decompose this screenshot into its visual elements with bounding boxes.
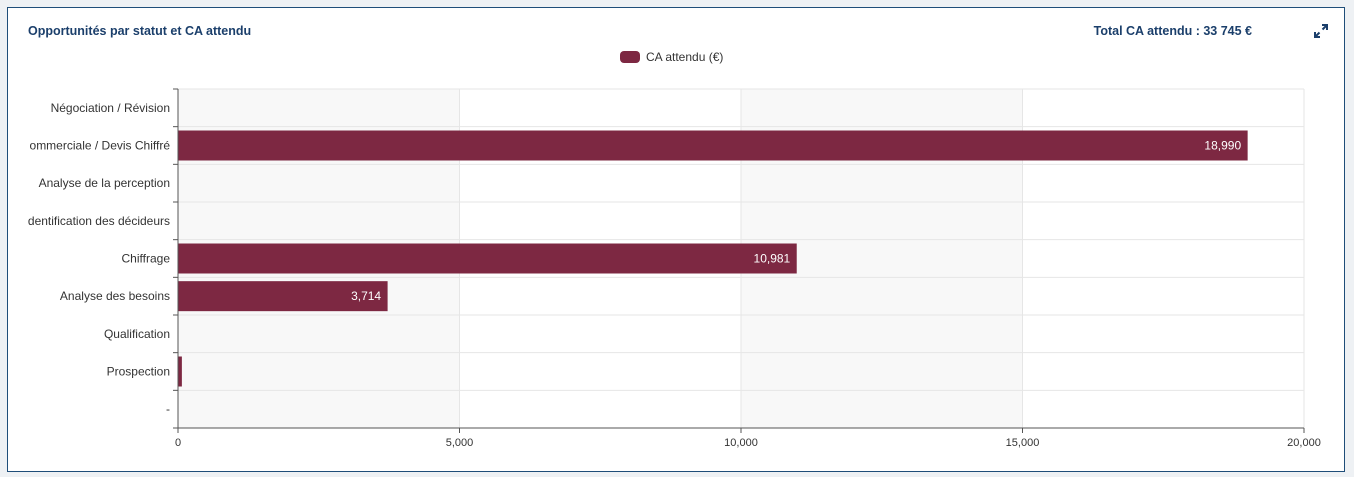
data-label: 10,981: [754, 252, 791, 266]
category-label: Analyse des besoins: [60, 289, 170, 303]
bar: [178, 356, 182, 387]
bar: [178, 243, 797, 274]
category-label: Chiffrage: [122, 252, 171, 266]
data-label: 3,714: [351, 289, 381, 303]
category-label: Prospection: [107, 365, 170, 379]
x-tick-label: 15,000: [1006, 437, 1040, 449]
bar: [178, 281, 388, 312]
x-tick-label: 0: [175, 437, 181, 449]
category-label: -: [166, 402, 170, 416]
x-tick-label: 20,000: [1287, 437, 1321, 449]
expand-icon[interactable]: [1312, 22, 1330, 40]
legend-label: CA attendu (€): [646, 50, 724, 64]
category-label: ommerciale / Devis Chiffré: [30, 139, 171, 153]
chart-legend[interactable]: CA attendu (€): [620, 50, 723, 64]
category-label: Négociation / Révision: [51, 101, 170, 115]
data-label: 18,990: [1204, 139, 1241, 153]
x-tick-label: 5,000: [446, 437, 474, 449]
category-label: Qualification: [104, 327, 170, 341]
chart-title: Opportunités par statut et CA attendu: [28, 24, 252, 38]
category-label: dentification des décideurs: [28, 214, 170, 228]
x-tick-label: 10,000: [724, 437, 758, 449]
bar: [178, 130, 1248, 161]
category-label: Analyse de la perception: [39, 176, 170, 190]
total-expected-revenue: Total CA attendu : 33 745 €: [1093, 24, 1252, 38]
legend-swatch: [620, 51, 640, 63]
